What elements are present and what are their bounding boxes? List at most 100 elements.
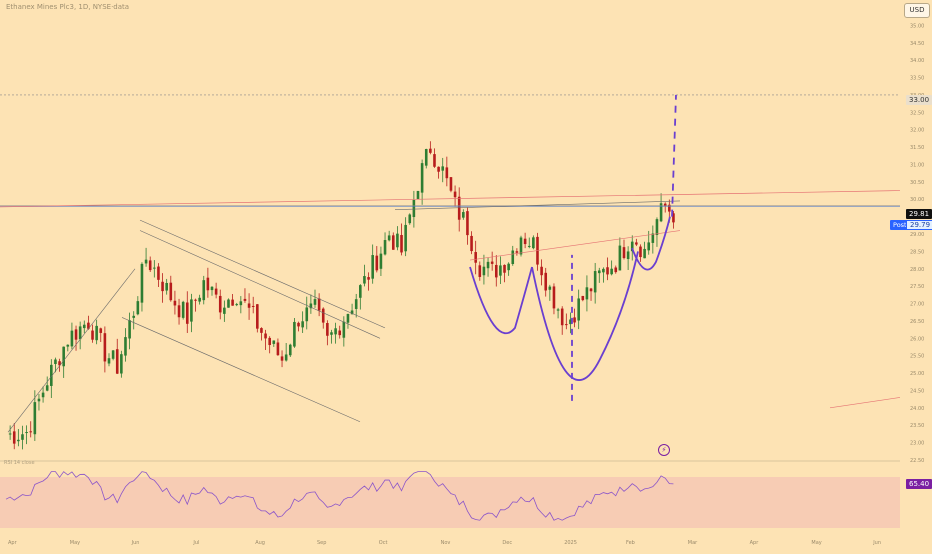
- candle-body: [618, 245, 622, 271]
- candle-body: [515, 251, 519, 253]
- candle-body: [17, 439, 20, 442]
- y-tick-label: 26.50: [910, 319, 924, 325]
- candle-body: [210, 286, 214, 291]
- candle-body: [416, 190, 420, 200]
- candle-body: [400, 235, 403, 253]
- currency-button[interactable]: USD: [904, 3, 930, 18]
- x-tick-label: Oct: [379, 540, 388, 546]
- post-market-tag: Post: [890, 220, 910, 230]
- y-tick-label: 31.50: [910, 145, 924, 151]
- candle-body: [581, 295, 585, 301]
- candle-body: [453, 191, 457, 198]
- candle-body: [647, 242, 651, 251]
- candle-body: [478, 265, 482, 277]
- candle-body: [153, 267, 156, 269]
- candle-body: [12, 431, 16, 444]
- candle-body: [169, 282, 173, 301]
- y-tick-label: 24.00: [910, 406, 924, 412]
- candle-body: [288, 344, 292, 356]
- candle-body: [630, 241, 634, 252]
- candle-body: [359, 285, 362, 298]
- candle-body: [433, 154, 436, 167]
- candle-body: [87, 322, 90, 329]
- candle-body: [70, 330, 74, 347]
- candle-body: [157, 266, 160, 280]
- candle-body: [412, 199, 416, 218]
- x-tick-label: Aug: [255, 540, 265, 546]
- rsi-band: [0, 477, 900, 528]
- candle-body: [672, 213, 675, 223]
- x-tick-label: Sep: [317, 540, 326, 546]
- lightning-icon[interactable]: ⚡: [658, 444, 670, 456]
- y-tick-label: 31.00: [910, 162, 924, 168]
- y-tick-label: 30.00: [910, 197, 924, 203]
- candle-body: [161, 281, 164, 292]
- candle-body: [573, 317, 576, 323]
- candle-body: [99, 328, 103, 333]
- candle-body: [420, 163, 424, 193]
- y-tick-label: 23.00: [910, 441, 924, 447]
- candle-body: [206, 277, 210, 291]
- candle-body: [544, 272, 548, 291]
- breakout-projection: [671, 94, 677, 217]
- candle-body: [218, 295, 222, 313]
- candle-body: [404, 224, 407, 252]
- candle-body: [346, 313, 350, 323]
- candle-body: [326, 323, 329, 336]
- candle-body: [585, 287, 589, 300]
- candle-body: [371, 255, 374, 279]
- candle-body: [499, 265, 502, 276]
- y-tick-label: 27.00: [910, 302, 924, 308]
- y-tick-label: 27.50: [910, 284, 924, 290]
- candle-body: [37, 398, 41, 402]
- candle-body: [474, 252, 477, 263]
- candle-body: [663, 203, 667, 206]
- candle-body: [227, 299, 230, 308]
- x-tick-label: Apr: [750, 540, 760, 546]
- candle-body: [429, 148, 432, 153]
- candle-body: [276, 342, 280, 356]
- candle-body: [602, 268, 605, 273]
- candle-body: [626, 251, 630, 260]
- candle-body: [523, 238, 527, 245]
- candle-body: [21, 434, 24, 440]
- candle-body: [577, 298, 580, 321]
- y-tick-label: 32.50: [910, 110, 924, 116]
- candle-body: [560, 308, 564, 326]
- trend-line-top: [394, 200, 681, 210]
- candle-body: [235, 304, 239, 306]
- cup-curve: [531, 251, 639, 381]
- y-tick-label: 35.00: [910, 23, 924, 29]
- x-tick-label: Apr: [8, 540, 18, 546]
- candle-body: [293, 321, 296, 347]
- candle-body: [424, 149, 428, 166]
- candle-body: [643, 248, 646, 259]
- trend-line-lower-right: [829, 397, 901, 409]
- candle-body: [297, 322, 300, 327]
- candle-body: [29, 431, 33, 433]
- rsi-label: RSI 14 close: [4, 460, 35, 466]
- chart-title: Ethanex Mines Plc3, 1D, NYSE·data: [6, 3, 130, 11]
- candle-body: [25, 432, 28, 434]
- candle-body: [486, 261, 490, 269]
- x-tick-label: Feb: [626, 540, 635, 546]
- candle-body: [45, 385, 49, 391]
- candle-body: [330, 332, 333, 335]
- candle-body: [338, 330, 342, 336]
- x-tick-label: Dec: [502, 540, 512, 546]
- candle-body: [507, 263, 510, 271]
- candle-body: [527, 245, 531, 247]
- candle-body: [128, 320, 131, 339]
- candle-body: [490, 261, 494, 264]
- candle-body: [659, 203, 663, 222]
- channel-upper-1: [139, 219, 386, 329]
- candle-body: [569, 319, 572, 325]
- candle-body: [165, 282, 168, 291]
- last-price-badge: 29.81: [906, 209, 932, 219]
- candle-body: [231, 299, 234, 306]
- candle-body: [33, 402, 37, 435]
- channel-lower: [121, 317, 361, 423]
- candle-body: [58, 361, 61, 366]
